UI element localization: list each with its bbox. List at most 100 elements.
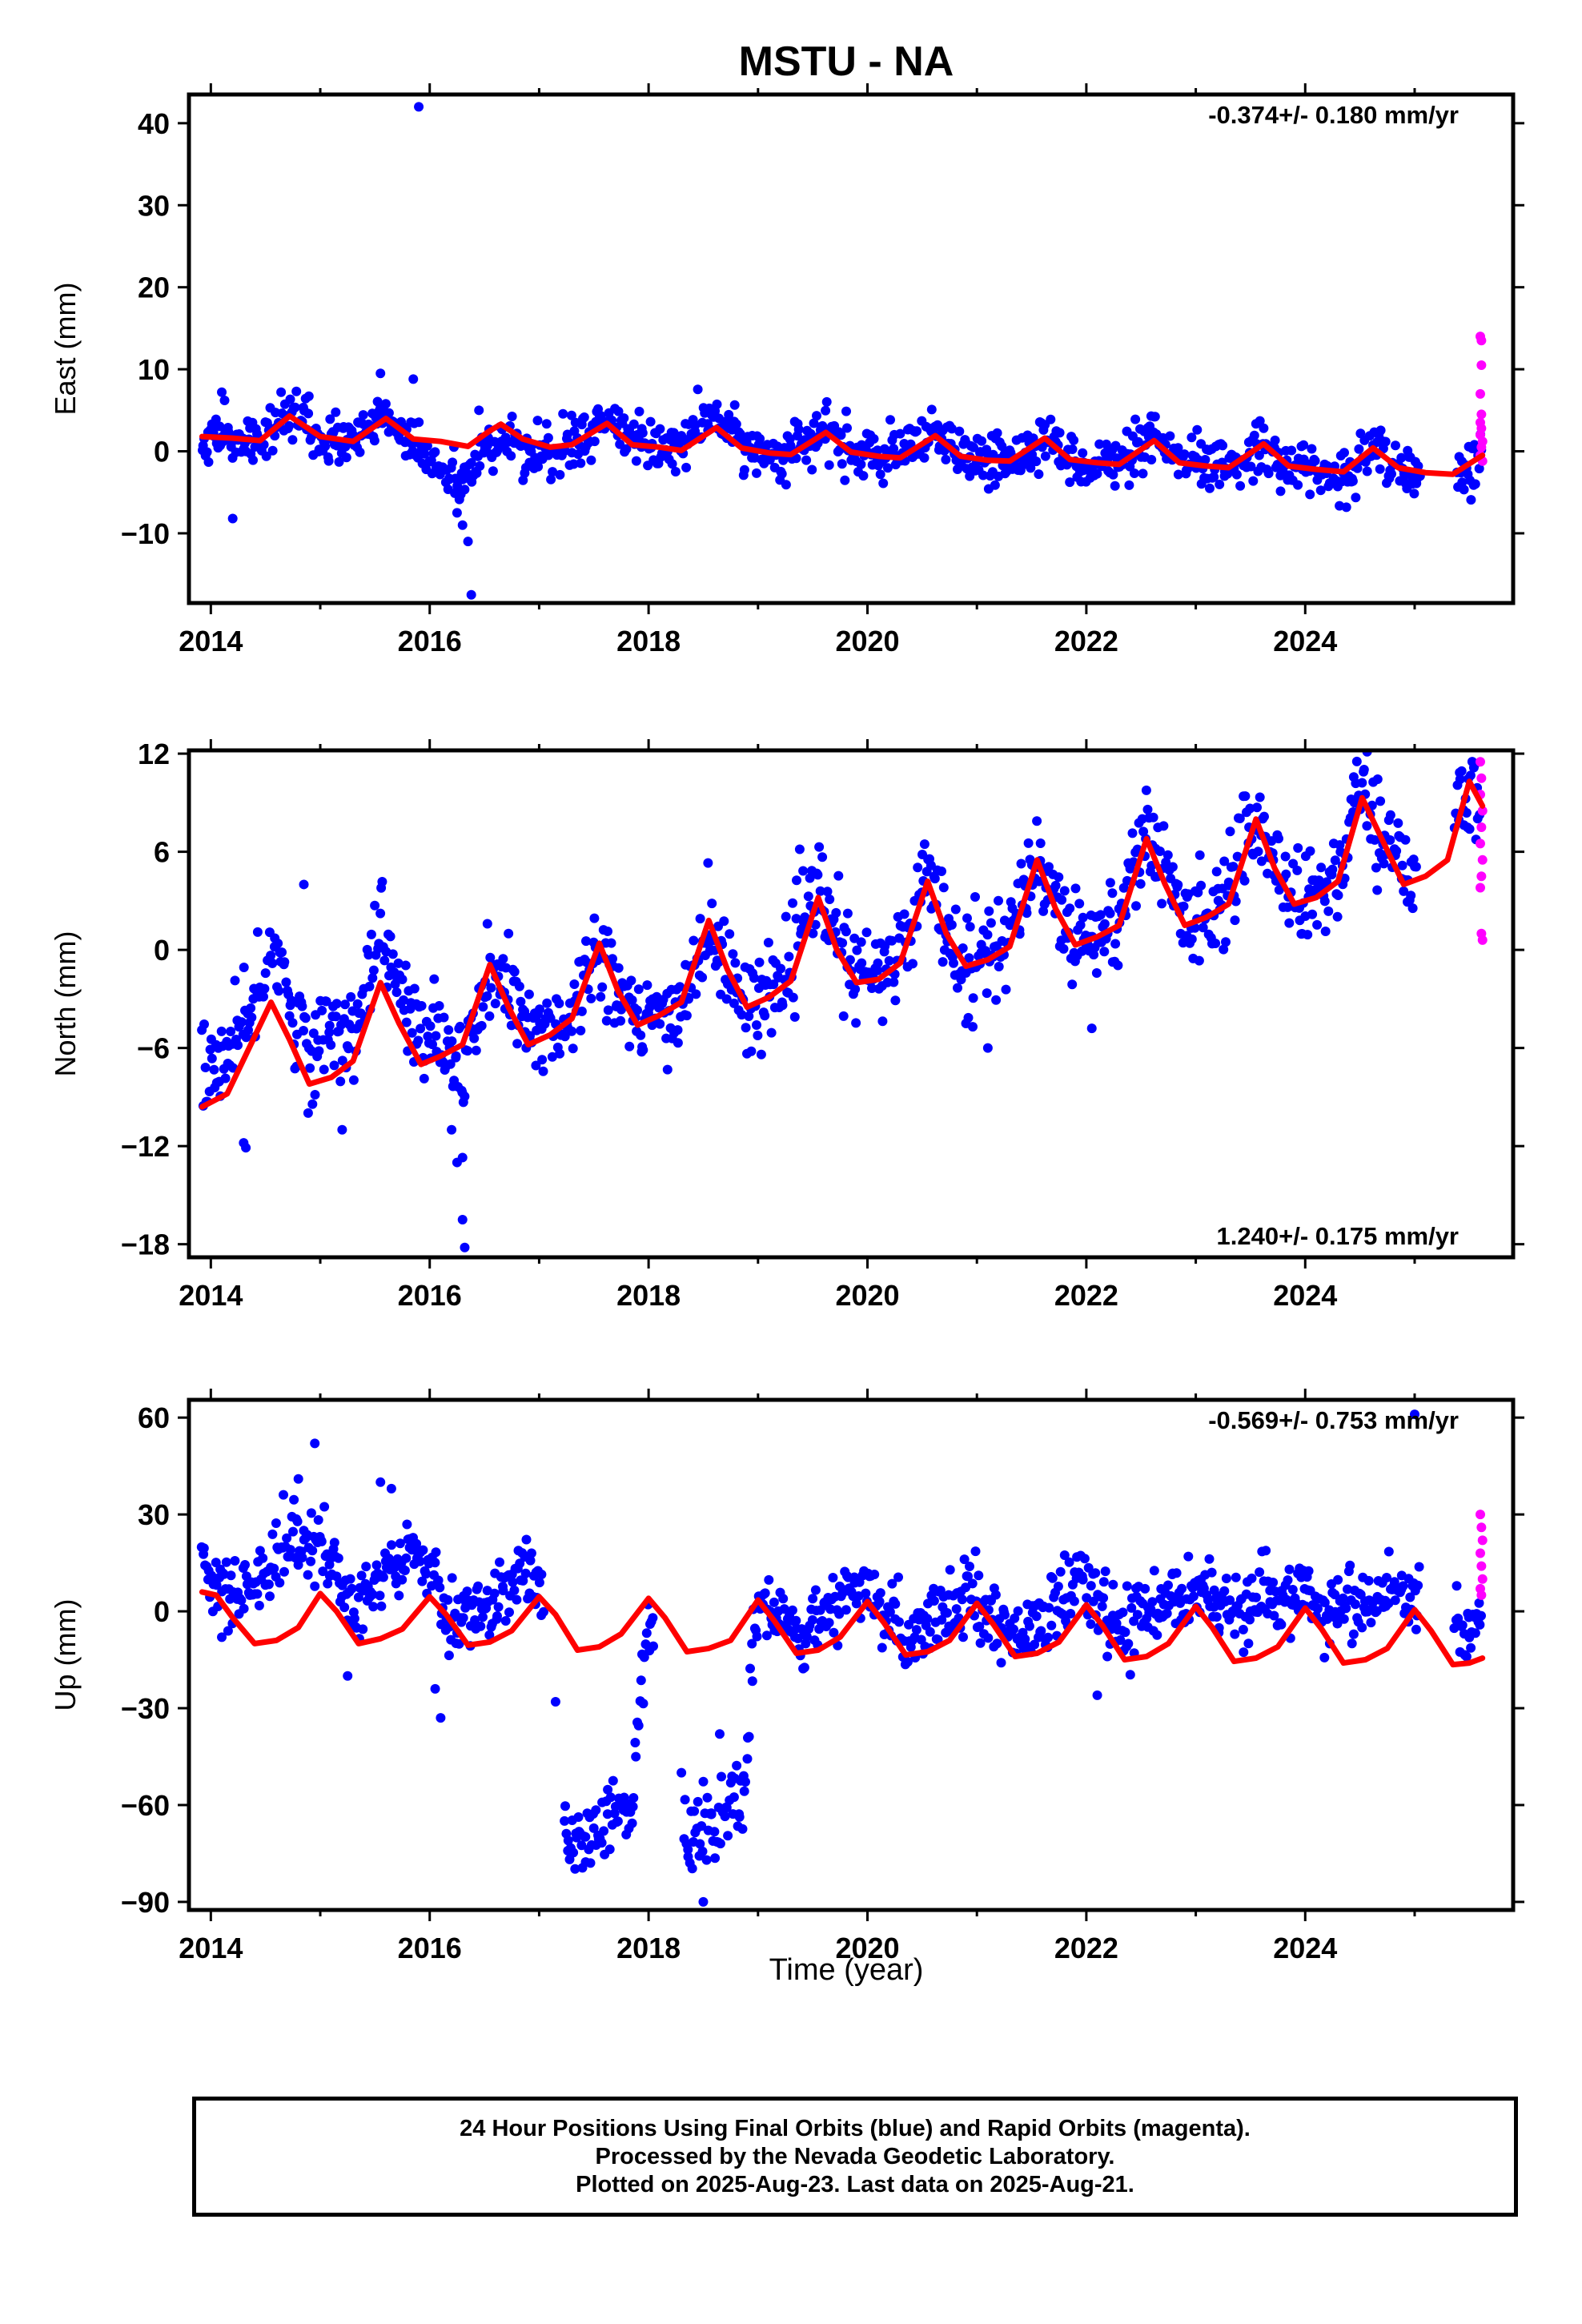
final-orbit-point xyxy=(318,1566,328,1577)
final-orbit-point xyxy=(1098,1593,1109,1603)
final-orbit-point xyxy=(512,1039,523,1049)
final-orbit-point xyxy=(258,1553,268,1563)
final-orbit-point xyxy=(1047,1573,1058,1583)
final-orbit-point xyxy=(889,977,899,987)
final-orbit-point xyxy=(946,919,957,930)
final-orbit-point xyxy=(599,1826,609,1836)
data-layer xyxy=(198,102,1488,600)
final-orbit-point xyxy=(840,475,850,485)
x-tick-label: 2020 xyxy=(835,1279,899,1312)
final-orbit-point xyxy=(1165,431,1175,441)
final-orbit-point xyxy=(1380,436,1391,447)
final-orbit-point xyxy=(569,979,580,989)
final-orbit-point xyxy=(1204,1554,1215,1564)
final-orbit-point xyxy=(299,879,309,890)
final-orbit-point xyxy=(723,1831,733,1841)
final-orbit-point xyxy=(1010,1613,1020,1623)
final-orbit-point xyxy=(1474,464,1484,474)
final-orbit-point xyxy=(597,982,608,992)
final-orbit-point xyxy=(725,929,735,939)
final-orbit-point xyxy=(744,1731,754,1742)
final-orbit-point xyxy=(1263,468,1274,479)
final-orbit-point xyxy=(241,1032,251,1043)
final-orbit-point xyxy=(306,1508,316,1518)
final-orbit-point xyxy=(1243,1638,1254,1649)
final-orbit-point xyxy=(500,1616,511,1626)
x-tick-label: 2022 xyxy=(1054,1932,1118,1964)
y-tick-label: 20 xyxy=(138,271,170,304)
final-orbit-point xyxy=(329,1538,339,1548)
final-orbit-point xyxy=(355,447,365,457)
final-orbit-point xyxy=(1133,436,1143,447)
final-orbit-point xyxy=(1059,886,1070,896)
rapid-orbit-point xyxy=(1475,838,1485,849)
final-orbit-point xyxy=(693,384,703,395)
final-orbit-point xyxy=(1341,502,1351,513)
final-orbit-point xyxy=(581,936,591,947)
final-orbit-point xyxy=(964,953,974,963)
final-orbit-point xyxy=(473,1581,484,1591)
final-orbit-point xyxy=(1162,850,1173,860)
final-orbit-point xyxy=(1115,1635,1126,1645)
final-orbit-point xyxy=(633,1720,644,1731)
final-orbit-point xyxy=(316,1536,327,1546)
final-orbit-point xyxy=(1397,860,1407,870)
final-orbit-point xyxy=(1357,778,1367,788)
final-orbit-point xyxy=(636,1675,646,1686)
y-tick-label: 0 xyxy=(154,1595,170,1628)
final-orbit-point xyxy=(492,1611,502,1621)
final-orbit-point xyxy=(1249,430,1259,440)
final-orbit-point xyxy=(1054,872,1064,883)
final-orbit-point xyxy=(290,402,300,412)
final-orbit-point xyxy=(602,1809,612,1819)
final-orbit-point xyxy=(207,1053,217,1063)
final-orbit-point xyxy=(358,1624,368,1634)
final-orbit-point xyxy=(412,1538,422,1549)
final-orbit-point xyxy=(1246,461,1256,472)
final-orbit-point xyxy=(576,1840,587,1851)
final-orbit-point xyxy=(516,996,526,1007)
final-orbit-point xyxy=(541,419,552,429)
final-orbit-point xyxy=(724,409,734,420)
final-orbit-point xyxy=(277,947,287,958)
final-orbit-point xyxy=(241,1143,251,1153)
final-orbit-point xyxy=(397,1574,408,1585)
final-orbit-point xyxy=(498,954,508,964)
final-orbit-point xyxy=(1046,414,1056,424)
final-orbit-point xyxy=(706,1809,717,1819)
final-orbit-point xyxy=(1280,851,1291,862)
final-orbit-point xyxy=(873,965,883,975)
final-orbit-point xyxy=(606,938,616,948)
final-orbit-point xyxy=(893,1572,903,1582)
final-orbit-point xyxy=(630,1738,640,1747)
final-orbit-point xyxy=(641,1628,652,1638)
x-tick-label: 2024 xyxy=(1273,625,1337,657)
final-orbit-point xyxy=(628,1793,639,1803)
final-orbit-point xyxy=(573,1812,584,1822)
final-orbit-point xyxy=(645,416,656,427)
final-orbit-point xyxy=(929,1596,939,1606)
final-orbit-point xyxy=(1366,1618,1376,1628)
y-tick-label: 6 xyxy=(154,836,170,869)
final-orbit-point xyxy=(1196,880,1207,891)
rapid-orbit-point xyxy=(1477,1574,1488,1584)
y-tick-label: 10 xyxy=(138,353,170,386)
final-orbit-point xyxy=(1123,1638,1134,1649)
final-orbit-point xyxy=(761,1630,772,1641)
final-orbit-point xyxy=(1259,811,1269,822)
final-orbit-point xyxy=(930,874,940,884)
final-orbit-point xyxy=(612,1816,623,1827)
rapid-orbit-point xyxy=(1476,442,1487,452)
y-tick-label: 12 xyxy=(138,738,170,770)
final-orbit-point xyxy=(1411,862,1421,872)
final-orbit-point xyxy=(514,981,524,991)
final-orbit-point xyxy=(1152,1630,1162,1640)
final-orbit-point xyxy=(568,459,579,469)
final-orbit-point xyxy=(628,1802,638,1811)
final-orbit-point xyxy=(371,1560,382,1570)
final-orbit-point xyxy=(364,981,375,991)
final-orbit-point xyxy=(1347,1638,1357,1649)
final-orbit-point xyxy=(988,449,998,460)
final-orbit-point xyxy=(1036,1626,1046,1636)
